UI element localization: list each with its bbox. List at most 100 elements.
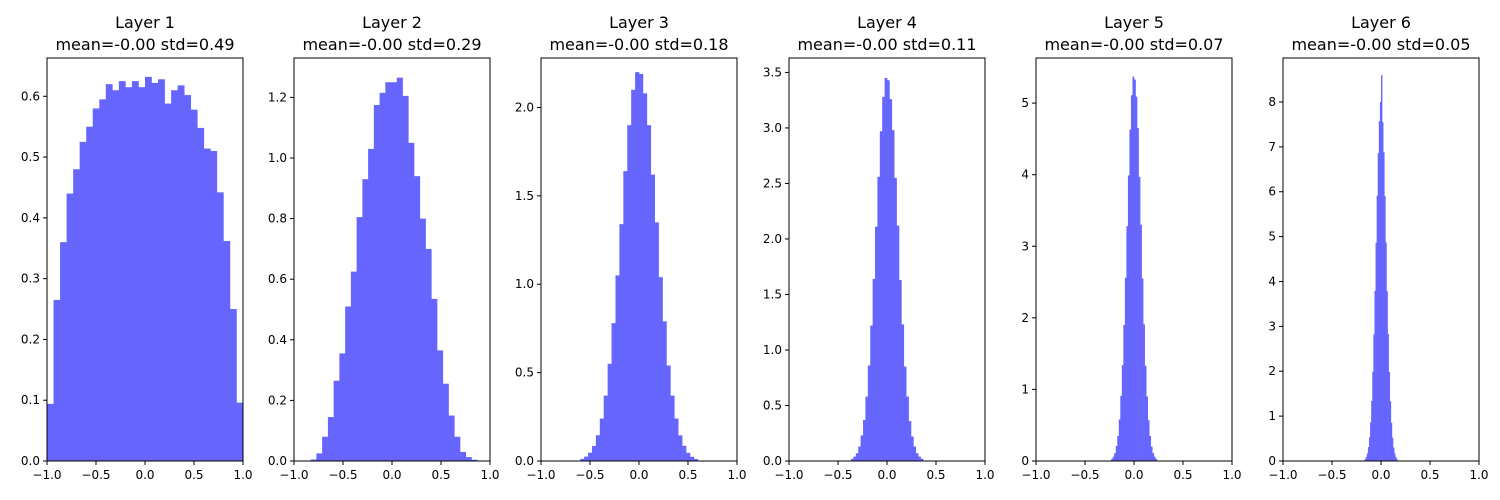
x-tick-label: 0.0 — [382, 468, 401, 482]
histogram-bar — [229, 309, 237, 461]
histogram-bar — [851, 458, 854, 461]
histogram-bar — [158, 79, 165, 462]
histogram-bar — [1384, 196, 1386, 461]
histogram-bar — [646, 125, 652, 462]
y-tick-label: 3 — [1021, 239, 1029, 253]
histogram-bar — [666, 365, 671, 461]
histogram-bar — [1382, 122, 1384, 461]
histogram-bar — [1150, 446, 1153, 461]
histogram-bar — [105, 84, 113, 461]
y-tick-label: 0.0 — [763, 454, 782, 468]
histogram-bar — [863, 419, 866, 461]
histogram-bar — [391, 82, 398, 461]
histogram-bar — [322, 436, 329, 461]
histogram-bar — [368, 148, 375, 461]
x-tick-label: 0.5 — [678, 468, 697, 482]
y-tick-label: 0.1 — [21, 393, 40, 407]
subplot-stats: mean=-0.00 std=0.11 — [797, 35, 976, 54]
histogram-bar — [1130, 95, 1133, 462]
histogram-bar — [1381, 75, 1383, 461]
histogram-bar — [588, 452, 593, 461]
subplot-layer-5: −1.0 −0.5 0.0 0.5 1.0 0 1 2 3 4 5 Layer 5 mean=-0.00… — [1021, 13, 1241, 482]
subplot-layer-4: −1.0 −0.5 0.0 0.5 1.0 0.0 0.5 1.0 1.5 2.0 2.5 3.0 3.… — [763, 13, 995, 482]
histogram-bar — [138, 87, 146, 462]
y-tick-label: 4 — [1021, 168, 1029, 182]
histogram-bar — [53, 299, 61, 461]
x-tick-label: −1.0 — [32, 468, 61, 482]
y-tick-label: 0.2 — [21, 332, 40, 346]
histogram-bar — [460, 451, 467, 461]
histogram-bar — [1112, 456, 1115, 461]
x-tick-label: −1.0 — [1268, 468, 1297, 482]
y-tick-label: 0 — [1268, 454, 1276, 468]
y-tick-label: 7 — [1268, 140, 1276, 154]
histogram-bar — [1137, 128, 1139, 461]
y-tick-label: 0.6 — [21, 89, 40, 103]
histogram-bar — [920, 458, 924, 461]
histogram-bar — [402, 95, 409, 461]
y-tick-label: 2.5 — [763, 176, 782, 190]
y-tick-label: 1.0 — [763, 343, 782, 357]
histogram-bar — [47, 403, 54, 461]
histogram-bar — [1368, 437, 1371, 461]
x-tick-label: 0.5 — [431, 468, 450, 482]
y-tick-label: 0.4 — [268, 333, 287, 347]
y-tick-label: 0.0 — [21, 454, 40, 468]
histogram-bar — [86, 126, 94, 461]
histogram-bar — [356, 217, 363, 461]
histogram-bar — [603, 395, 608, 461]
x-tick-label: 0.0 — [1371, 468, 1390, 482]
y-tick-label: 0.6 — [268, 272, 287, 286]
histogram-bar — [1115, 445, 1118, 461]
histogram-bar — [853, 456, 857, 461]
histogram-bar — [437, 350, 444, 461]
histogram-bar — [92, 108, 100, 461]
histogram-bar — [1140, 224, 1142, 461]
x-tick-label: −0.5 — [575, 468, 604, 482]
y-tick-label: 5 — [1021, 96, 1029, 110]
histogram-bar — [607, 363, 612, 461]
subplot-stats: mean=-0.00 std=0.18 — [549, 35, 728, 54]
histogram-bar — [419, 218, 426, 461]
histogram-bar — [903, 366, 907, 461]
x-tick-label: 0.5 — [1420, 468, 1439, 482]
histogram-bar — [471, 459, 478, 461]
histogram-bar — [396, 77, 403, 461]
histogram-bar — [619, 224, 624, 461]
histogram-bar — [118, 81, 126, 462]
histogram-bar — [425, 248, 432, 461]
histogram-bar — [642, 93, 648, 461]
histogram-bar — [913, 446, 917, 461]
histogram-bar — [164, 103, 172, 462]
subplot-title: Layer 3 — [609, 13, 669, 32]
histogram-bar — [654, 222, 659, 461]
histogram-bar — [611, 323, 616, 461]
histogram-bar — [678, 435, 683, 461]
subplot-title: Layer 1 — [115, 13, 175, 32]
histogram-bar — [1383, 152, 1385, 461]
histogram-bar — [1390, 422, 1393, 461]
histogram-bar — [674, 418, 679, 461]
y-tick-label: 1 — [1021, 382, 1029, 396]
histogram-bar — [906, 396, 909, 461]
histogram-bar — [125, 87, 133, 462]
histogram-bar — [448, 415, 455, 461]
histogram-bar — [689, 456, 695, 461]
histogram-bar — [884, 77, 888, 462]
histogram-bar — [1371, 400, 1373, 461]
histogram-bar — [1147, 420, 1150, 461]
histogram-bar — [595, 435, 601, 461]
histogram-bar — [465, 457, 472, 461]
y-tick-label: 0.0 — [515, 454, 534, 468]
x-tick-label: 0.0 — [1124, 468, 1143, 482]
subplot-layer-1: −1.0 −0.5 0.0 0.5 1.0 0.0 0.1 0.2 0.3 0.4 0.5 0.6 La… — [21, 13, 253, 482]
histogram-bar — [1144, 365, 1147, 461]
subplot-layer-3: −1.0 −0.5 0.0 0.5 1.0 0.0 0.5 1.0 1.5 2.0 Layer 3 m… — [515, 13, 747, 482]
y-tick-label: 0.5 — [21, 150, 40, 164]
histogram-bar — [1388, 372, 1391, 461]
histogram-bar — [670, 395, 675, 461]
x-tick-label: 1.0 — [480, 468, 499, 482]
histogram-bar — [112, 90, 120, 461]
histogram-bar — [1389, 401, 1392, 461]
histogram-bar — [99, 99, 107, 461]
